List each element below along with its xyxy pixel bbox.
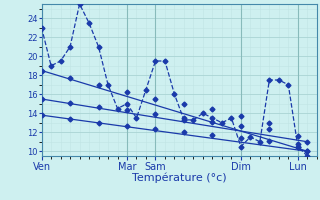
X-axis label: Température (°c): Température (°c) [132, 173, 227, 183]
